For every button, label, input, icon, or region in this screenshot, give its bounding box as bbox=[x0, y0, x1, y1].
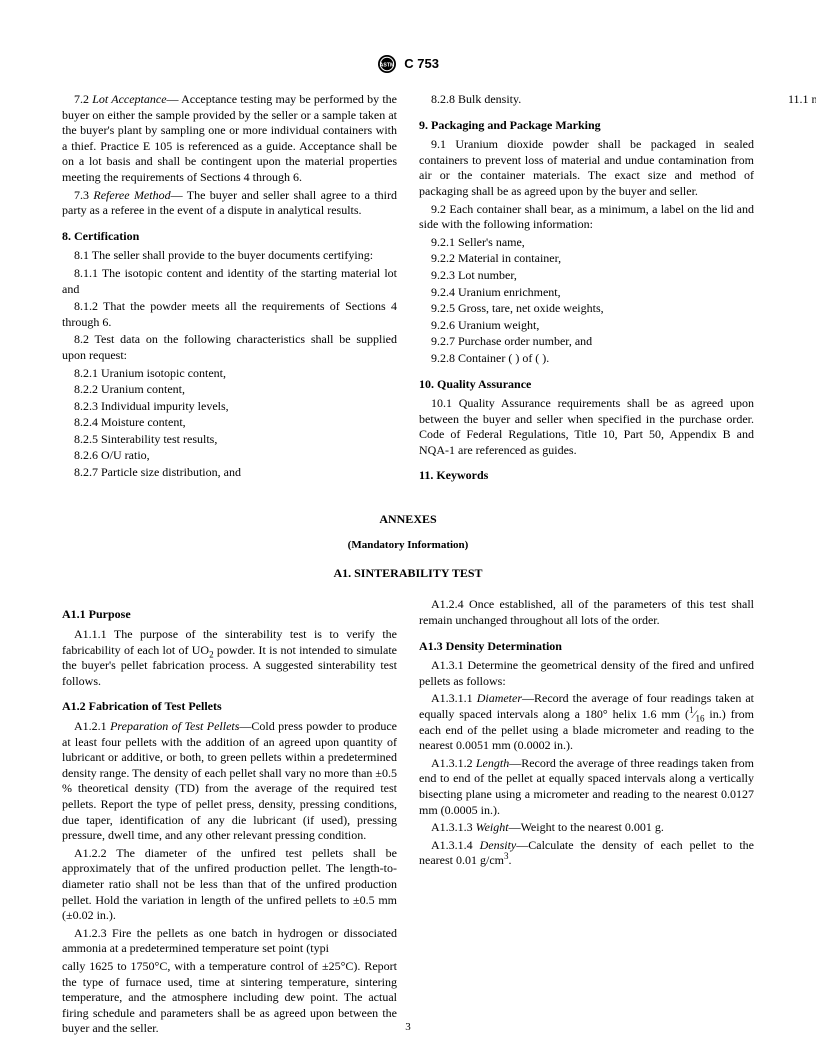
astm-logo-icon: ASTM bbox=[377, 54, 397, 74]
page: ASTM C 753 7.2 Lot Acceptance— Acceptanc… bbox=[0, 0, 816, 1056]
item-8-2-7: 8.2.7 Particle size distribution, and bbox=[62, 465, 397, 481]
item-9-2-1: 9.2.1 Seller's name, bbox=[419, 235, 754, 251]
section-8-title: 8. Certification bbox=[62, 229, 397, 245]
term: Diameter bbox=[477, 691, 522, 705]
para-a1-2-4: A1.2.4 Once established, all of the para… bbox=[419, 597, 754, 628]
para-a1-2-1: A1.2.1 Preparation of Test Pellets—Cold … bbox=[62, 719, 397, 844]
term: Density bbox=[480, 838, 517, 852]
lower-content: A1.1 Purpose A1.1.1 The purpose of the s… bbox=[62, 597, 754, 1037]
item-9-2-6: 9.2.6 Uranium weight, bbox=[419, 318, 754, 334]
term: Preparation of Test Pellets bbox=[110, 719, 239, 733]
page-header: ASTM C 753 bbox=[62, 54, 754, 74]
para-a1-2-2: A1.2.2 The diameter of the unfired test … bbox=[62, 846, 397, 924]
designation-text: C 753 bbox=[404, 56, 439, 73]
section-a1-2: A1.2 Fabrication of Test Pellets bbox=[62, 699, 397, 715]
section-11-title: 11. Keywords bbox=[419, 468, 754, 484]
clause-num: A1.3.1.1 bbox=[431, 691, 477, 705]
para-a1-3-1-4: A1.3.1.4 Density—Calculate the density o… bbox=[419, 838, 754, 869]
item-8-2-4: 8.2.4 Moisture content, bbox=[62, 415, 397, 431]
clause-num: A1.2.1 bbox=[74, 719, 107, 733]
para-7-2: 7.2 Lot Acceptance— Acceptance testing m… bbox=[62, 92, 397, 186]
para-a1-1-1: A1.1.1 The purpose of the sinterability … bbox=[62, 627, 397, 689]
term: Length bbox=[476, 756, 509, 770]
clause-num: 7.2 bbox=[74, 92, 89, 106]
para-10-1: 10.1 Quality Assurance requirements shal… bbox=[419, 396, 754, 458]
para-a1-3-1-2: A1.3.1.2 Length—Record the average of th… bbox=[419, 756, 754, 818]
annexes-heading: ANNEXES bbox=[62, 512, 754, 528]
clause-num: A1.3.1.4 bbox=[431, 838, 480, 852]
para-a1-3-1-3: A1.3.1.3 Weight—Weight to the nearest 0.… bbox=[419, 820, 754, 836]
item-9-2-7: 9.2.7 Purchase order number, and bbox=[419, 334, 754, 350]
item-8-2-5: 8.2.5 Sinterability test results, bbox=[62, 432, 397, 448]
term: Weight bbox=[476, 820, 509, 834]
section-a1-3: A1.3 Density Determination bbox=[419, 639, 754, 655]
svg-text:ASTM: ASTM bbox=[380, 63, 395, 69]
para-8-1-1: 8.1.1 The isotopic content and identity … bbox=[62, 266, 397, 297]
text: . bbox=[508, 853, 511, 867]
clause-num: A1.3.1.2 bbox=[431, 756, 473, 770]
item-9-2-3: 9.2.3 Lot number, bbox=[419, 268, 754, 284]
para-a1-2-3a: A1.2.3 Fire the pellets as one batch in … bbox=[62, 926, 397, 957]
item-8-2-2: 8.2.2 Uranium content, bbox=[62, 382, 397, 398]
clause-num: 7.3 bbox=[74, 188, 89, 202]
item-9-2-2: 9.2.2 Material in container, bbox=[419, 251, 754, 267]
item-8-2-1: 8.2.1 Uranium isotopic content, bbox=[62, 366, 397, 382]
frac-num: 1 bbox=[689, 705, 694, 715]
item-8-2-6: 8.2.6 O/U ratio, bbox=[62, 448, 397, 464]
section-10-title: 10. Quality Assurance bbox=[419, 377, 754, 393]
section-9-title: 9. Packaging and Package Marking bbox=[419, 118, 754, 134]
section-a1-1: A1.1 Purpose bbox=[62, 607, 397, 623]
para-a1-3-1: A1.3.1 Determine the geometrical density… bbox=[419, 658, 754, 689]
a1-heading: A1. SINTERABILITY TEST bbox=[62, 566, 754, 582]
term: Referee Method bbox=[93, 188, 170, 202]
para-11-1: 11.1 nuclear fuel; powder; urania; urani… bbox=[776, 92, 816, 108]
item-9-2-8: 9.2.8 Container ( ) of ( ). bbox=[419, 351, 754, 367]
para-7-3: 7.3 Referee Method— The buyer and seller… bbox=[62, 188, 397, 219]
para-8-2: 8.2 Test data on the following character… bbox=[62, 332, 397, 363]
item-9-2-5: 9.2.5 Gross, tare, net oxide weights, bbox=[419, 301, 754, 317]
para-9-1: 9.1 Uranium dioxide powder shall be pack… bbox=[419, 137, 754, 199]
page-number: 3 bbox=[0, 1020, 816, 1034]
text: —Weight to the nearest 0.001 g. bbox=[509, 820, 664, 834]
item-8-2-8: 8.2.8 Bulk density. bbox=[419, 92, 754, 108]
clause-num: A1.3.1.3 bbox=[431, 820, 473, 834]
term: Lot Acceptance bbox=[92, 92, 166, 106]
item-8-2-3: 8.2.3 Individual impurity levels, bbox=[62, 399, 397, 415]
para-a1-3-1-1: A1.3.1.1 Diameter—Record the average of … bbox=[419, 691, 754, 753]
upper-content: 7.2 Lot Acceptance— Acceptance testing m… bbox=[62, 92, 754, 488]
text: —Cold press powder to produce at least f… bbox=[62, 719, 397, 842]
para-9-2: 9.2 Each container shall bear, as a mini… bbox=[419, 202, 754, 233]
para-8-1-2: 8.1.2 That the powder meets all the requ… bbox=[62, 299, 397, 330]
item-9-2-4: 9.2.4 Uranium enrichment, bbox=[419, 285, 754, 301]
para-8-1: 8.1 The seller shall provide to the buye… bbox=[62, 248, 397, 264]
mandatory-heading: (Mandatory Information) bbox=[62, 538, 754, 552]
